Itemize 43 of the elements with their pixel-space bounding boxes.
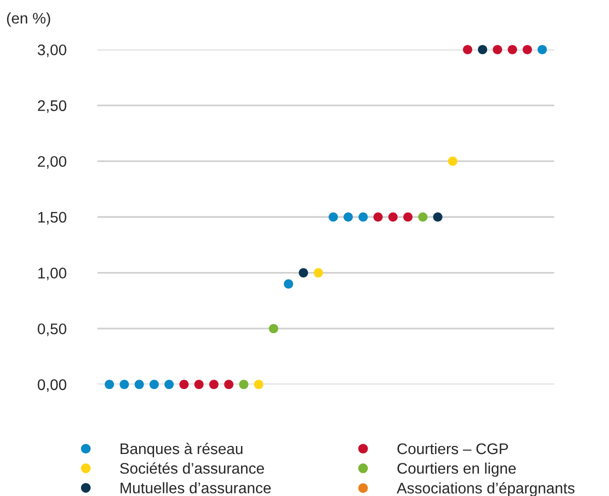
point [492, 44, 502, 54]
point [104, 380, 114, 390]
point [403, 212, 413, 222]
point [120, 380, 129, 390]
y-tick-label: 0,50 [38, 323, 66, 336]
point [433, 212, 442, 222]
point [254, 380, 264, 390]
point [418, 212, 428, 222]
y-tick-label: 2,00 [38, 156, 66, 169]
point [209, 380, 219, 390]
point [373, 212, 383, 222]
legend-label: Sociétés d’assurance [120, 462, 264, 474]
point [388, 212, 398, 222]
point [448, 156, 458, 166]
point [164, 380, 174, 390]
legend-label: Courtiers en ligne [397, 462, 516, 477]
legend-label: Mutuelles d’assurance [120, 482, 271, 494]
legend-label: Banques à réseau [120, 442, 242, 458]
point [179, 380, 189, 390]
point [150, 380, 159, 390]
point [284, 279, 294, 289]
y-tick-label: 2,50 [38, 100, 66, 113]
y-tick-label: 1,50 [38, 212, 66, 224]
point [538, 44, 547, 54]
point [298, 268, 308, 278]
point [462, 44, 472, 54]
point [239, 380, 248, 390]
point [508, 44, 518, 54]
point [314, 268, 324, 278]
point [522, 44, 532, 54]
point [344, 212, 353, 222]
point [194, 380, 204, 390]
point [358, 212, 368, 222]
y-axis-title: (en %) [7, 12, 50, 27]
point [134, 380, 144, 390]
point [328, 212, 338, 222]
y-tick-label: 1,00 [38, 268, 66, 280]
point [478, 44, 488, 54]
y-tick-label: 0,00 [38, 379, 66, 392]
legend-label: Courtiers – CGP [397, 442, 508, 454]
point [268, 324, 278, 334]
point [224, 380, 234, 390]
y-tick-label: 3,00 [38, 44, 66, 58]
